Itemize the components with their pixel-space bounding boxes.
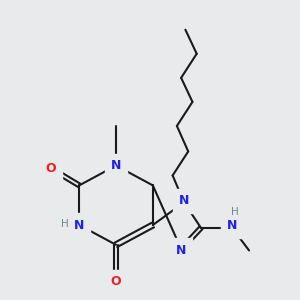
- Text: O: O: [46, 162, 56, 175]
- Text: N: N: [74, 218, 84, 232]
- Text: H: H: [231, 207, 239, 217]
- Text: N: N: [111, 159, 121, 172]
- Text: N: N: [179, 194, 189, 208]
- Text: N: N: [227, 219, 237, 232]
- Text: O: O: [111, 275, 121, 288]
- Text: H: H: [61, 219, 68, 229]
- Text: N: N: [176, 244, 186, 257]
